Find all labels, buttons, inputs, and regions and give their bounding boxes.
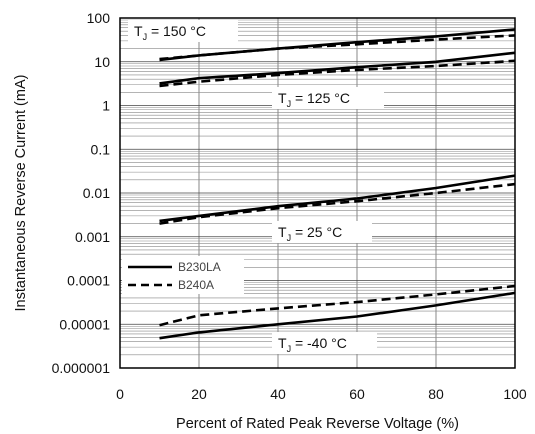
x-tick-labels: 0 20 40 60 80 100 [116,386,527,402]
temperature-label-bg [128,20,238,42]
y-tick-label: 0.001 [75,229,110,245]
x-tick-label: 60 [349,386,365,402]
temperature-label: TJ = 150 °C [128,20,238,42]
x-axis-title: Percent of Rated Peak Reverse Voltage (%… [176,416,459,432]
y-tick-label: 0.00001 [59,316,110,332]
x-tick-label: 0 [116,386,124,402]
temperature-label-text: TJ = -40 °C [278,335,347,354]
y-tick-label: 10 [94,54,110,70]
temperature-label: TJ = 125 °C [272,87,384,109]
x-tick-label: 80 [428,386,444,402]
series-b240a--40c [159,284,516,327]
series-b240a-150c [159,34,516,61]
y-tick-label: 0.0001 [67,273,110,289]
grid [120,18,515,369]
series-b230la--40c [159,291,516,340]
temperature-label-bg [272,87,384,109]
y-tick-labels: 0.000001 0.00001 0.0001 0.001 0.01 0.1 1 10 100 [52,10,111,376]
legend-label-b240a: B240A [178,278,214,292]
y-tick-label: 0.01 [83,185,110,201]
legend: B230LA B240A [122,256,244,294]
y-tick-label: 1 [102,98,110,114]
series-layer [159,28,516,340]
temperature-label-bg [272,332,377,354]
temperature-label-text: TJ = 150 °C [134,23,206,42]
legend-box [122,256,244,294]
annotation-layer: TJ = 150 °C TJ = 125 °C TJ = 25 °C TJ = -40… [128,20,384,354]
temperature-label: TJ = -40 °C [272,332,377,354]
temperature-label-bg [272,221,372,243]
y-axis-title: Instantaneous Reverse Current (mA) [13,75,29,312]
y-tick-label: 0.1 [91,141,111,157]
x-tick-label: 20 [191,386,207,402]
temperature-label-text: TJ = 125 °C [278,90,350,109]
y-tick-label: 0.000001 [52,360,111,376]
x-tick-label: 40 [270,386,286,402]
x-tick-label: 100 [503,386,527,402]
y-tick-label: 100 [87,10,111,26]
temperature-label: TJ = 25 °C [272,221,372,243]
legend-label-b230la: B230LA [178,260,221,274]
series-b230la-25c [159,174,516,223]
plot-frame [119,17,516,369]
series-b240a-25c [159,182,516,225]
temperature-label-text: TJ = 25 °C [278,224,342,243]
series-b230la-125c [159,51,516,85]
series-b240a-125c [159,59,516,88]
